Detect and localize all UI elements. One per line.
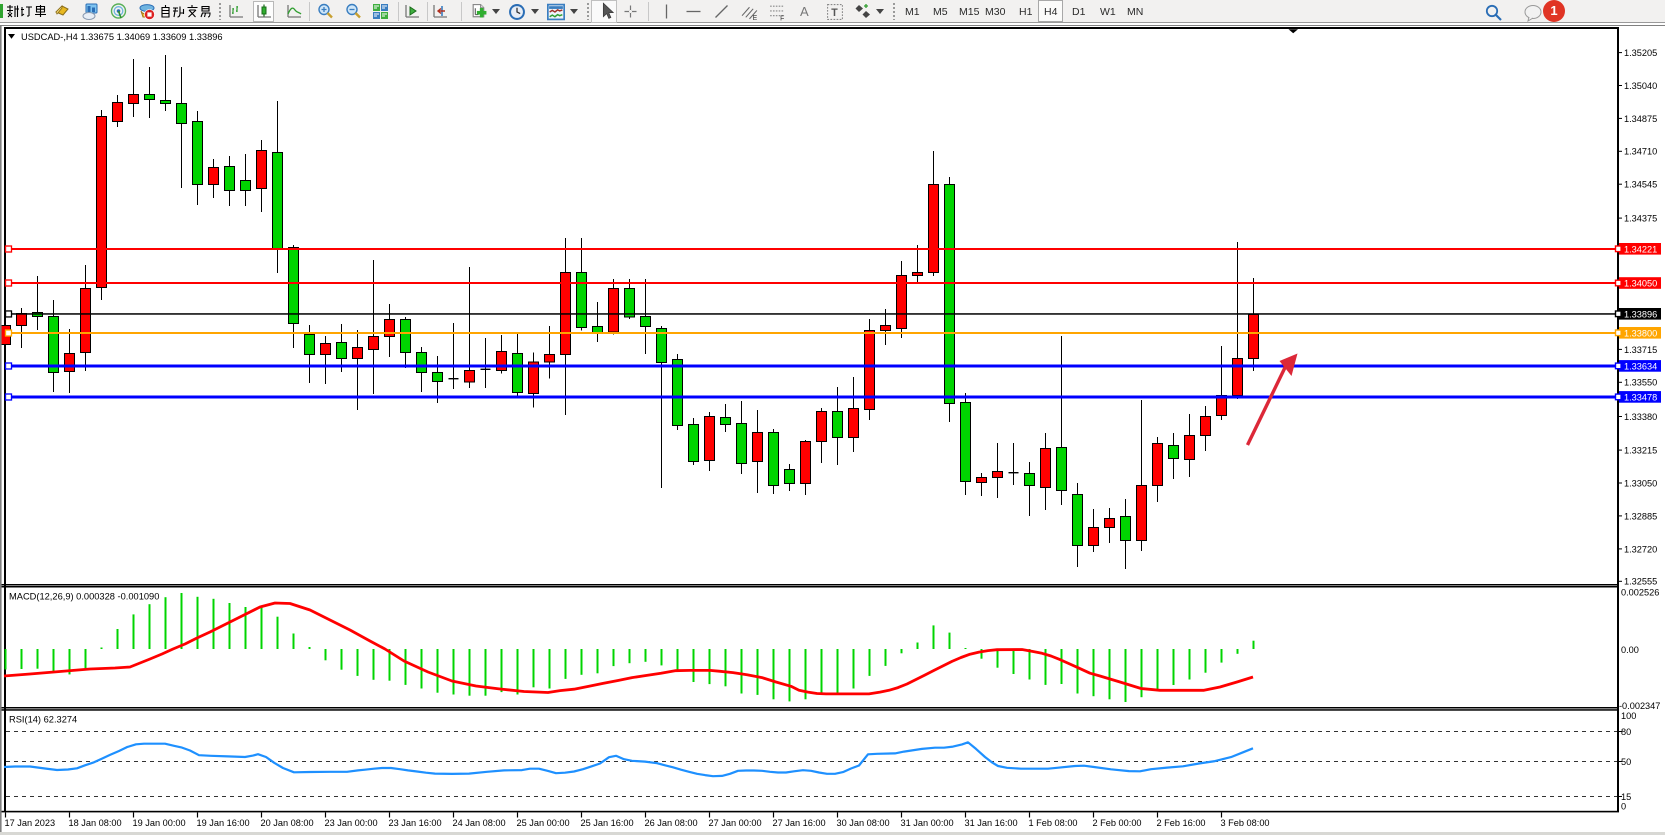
svg-text:25 Jan 00:00: 25 Jan 00:00 xyxy=(517,818,570,828)
svg-text:80: 80 xyxy=(1621,727,1631,737)
svg-text:1.34545: 1.34545 xyxy=(1624,180,1657,190)
svg-text:27 Jan 16:00: 27 Jan 16:00 xyxy=(773,818,826,828)
svg-text:1.33478: 1.33478 xyxy=(1624,393,1657,403)
svg-text:1.35205: 1.35205 xyxy=(1624,48,1657,58)
svg-text:31 Jan 00:00: 31 Jan 00:00 xyxy=(901,818,954,828)
svg-text:1.33550: 1.33550 xyxy=(1624,378,1657,388)
svg-text:30 Jan 08:00: 30 Jan 08:00 xyxy=(837,818,890,828)
svg-text:-0.002347: -0.002347 xyxy=(1619,701,1660,711)
svg-text:25 Jan 16:00: 25 Jan 16:00 xyxy=(581,818,634,828)
svg-text:2 Feb 16:00: 2 Feb 16:00 xyxy=(1157,818,1206,828)
svg-text:T: T xyxy=(831,7,838,19)
svg-text:0.002526: 0.002526 xyxy=(1621,588,1659,598)
svg-text:1.34875: 1.34875 xyxy=(1624,114,1657,124)
svg-text:RSI(14) 62.3274: RSI(14) 62.3274 xyxy=(9,715,77,725)
svg-text:1.32885: 1.32885 xyxy=(1624,511,1657,521)
svg-text:2 Feb 00:00: 2 Feb 00:00 xyxy=(1093,818,1142,828)
svg-text:1.35040: 1.35040 xyxy=(1624,81,1657,91)
svg-text:24 Jan 08:00: 24 Jan 08:00 xyxy=(453,818,506,828)
svg-text:20 Jan 08:00: 20 Jan 08:00 xyxy=(261,818,314,828)
svg-text:1.33380: 1.33380 xyxy=(1624,412,1657,422)
svg-text:27 Jan 00:00: 27 Jan 00:00 xyxy=(709,818,762,828)
svg-text:17 Jan 2023: 17 Jan 2023 xyxy=(5,818,56,828)
svg-text:1.33050: 1.33050 xyxy=(1624,478,1657,488)
svg-text:1.33634: 1.33634 xyxy=(1624,362,1657,372)
svg-text:19 Jan 16:00: 19 Jan 16:00 xyxy=(197,818,250,828)
svg-text:1.33215: 1.33215 xyxy=(1624,446,1657,456)
svg-text:E: E xyxy=(753,15,758,21)
svg-text:1.32555: 1.32555 xyxy=(1624,577,1657,587)
svg-text:1.33800: 1.33800 xyxy=(1624,328,1657,338)
svg-text:23 Jan 16:00: 23 Jan 16:00 xyxy=(389,818,442,828)
svg-text:100: 100 xyxy=(1621,711,1636,721)
svg-text:1 Feb 08:00: 1 Feb 08:00 xyxy=(1029,818,1078,828)
svg-text:3 Feb 08:00: 3 Feb 08:00 xyxy=(1221,818,1270,828)
svg-text:15: 15 xyxy=(1621,792,1631,802)
svg-text:1.33896: 1.33896 xyxy=(1624,309,1657,319)
svg-text:1.34375: 1.34375 xyxy=(1624,214,1657,224)
svg-text:23 Jan 00:00: 23 Jan 00:00 xyxy=(325,818,378,828)
svg-text:MACD(12,26,9) 0.000328 -0.0010: MACD(12,26,9) 0.000328 -0.001090 xyxy=(9,592,159,602)
svg-text:1.33715: 1.33715 xyxy=(1624,345,1657,355)
svg-text:18 Jan 08:00: 18 Jan 08:00 xyxy=(69,818,122,828)
svg-text:USDCAD-,H4 1.33675 1.34069 1.: USDCAD-,H4 1.33675 1.34069 1.33609 1.338… xyxy=(21,32,223,42)
svg-text:F: F xyxy=(780,15,784,21)
svg-text:1.34221: 1.34221 xyxy=(1624,244,1657,254)
svg-text:19 Jan 00:00: 19 Jan 00:00 xyxy=(133,818,186,828)
svg-text:0.00: 0.00 xyxy=(1621,645,1639,655)
svg-text:26 Jan 08:00: 26 Jan 08:00 xyxy=(645,818,698,828)
svg-text:31 Jan 16:00: 31 Jan 16:00 xyxy=(965,818,1018,828)
svg-text:1.34050: 1.34050 xyxy=(1624,279,1657,289)
svg-text:50: 50 xyxy=(1621,757,1631,767)
svg-text:1.32720: 1.32720 xyxy=(1624,544,1657,554)
svg-text:1.34710: 1.34710 xyxy=(1624,147,1657,157)
svg-text:0: 0 xyxy=(1621,801,1626,811)
